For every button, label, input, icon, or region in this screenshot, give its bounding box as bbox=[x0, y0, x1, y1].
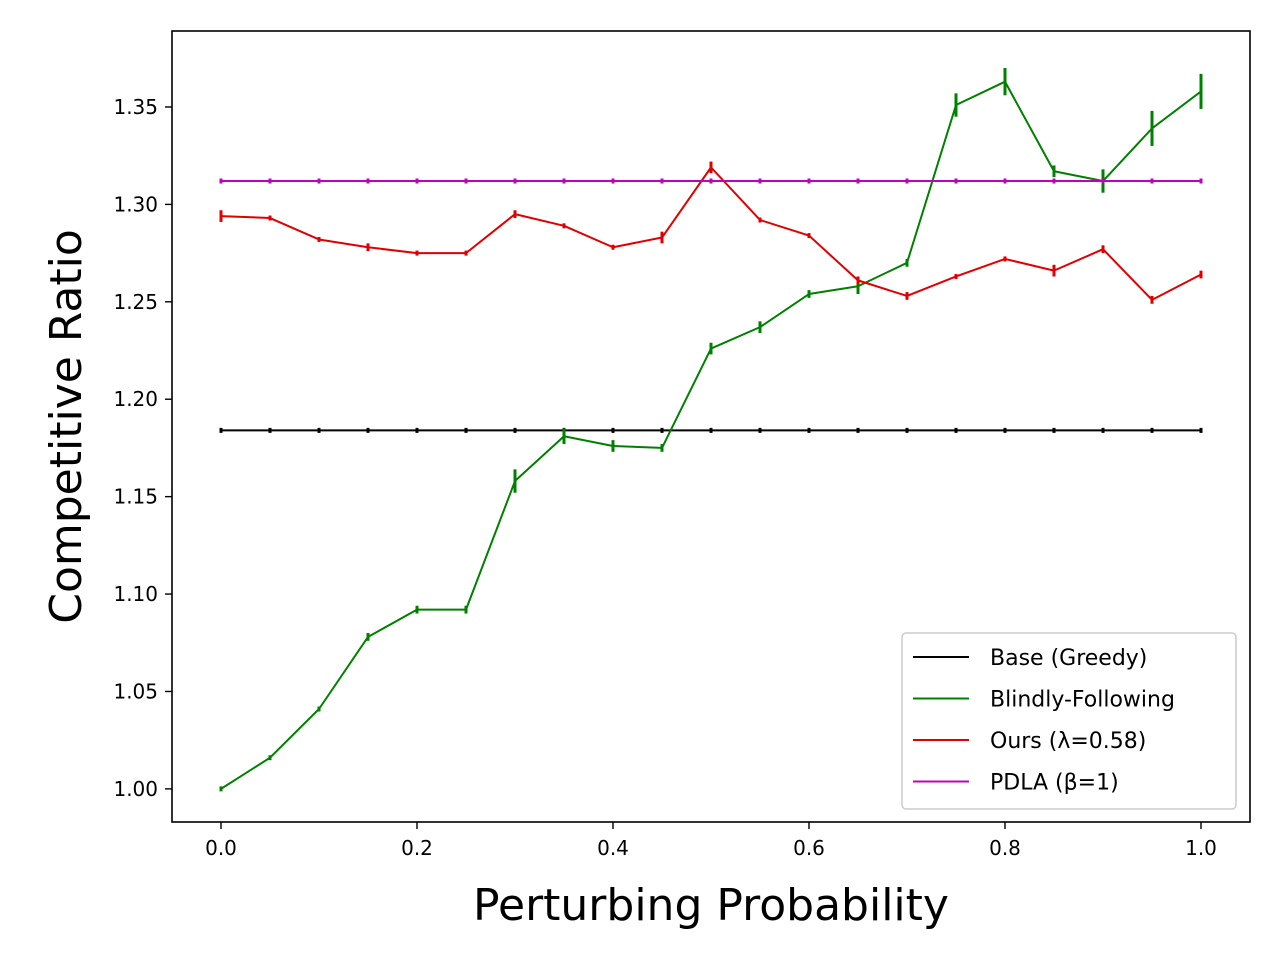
legend-label: Ours (λ=0.58) bbox=[990, 729, 1146, 754]
x-tick-label: 0.6 bbox=[793, 836, 825, 860]
legend-box bbox=[901, 632, 1237, 810]
series-1 bbox=[219, 68, 1203, 792]
x-tick-label: 0.8 bbox=[989, 836, 1021, 860]
y-tick-label: 1.10 bbox=[113, 582, 158, 606]
y-tick-label: 1.05 bbox=[113, 679, 158, 703]
series-line bbox=[220, 166, 1202, 301]
x-tick-label: 0.4 bbox=[597, 836, 629, 860]
y-tick-label: 1.30 bbox=[113, 192, 158, 216]
x-tick-label: 1.0 bbox=[1185, 836, 1217, 860]
legend-label: Base (Greedy) bbox=[990, 646, 1147, 671]
series-0 bbox=[219, 427, 1203, 433]
legend-label: Blindly-Following bbox=[990, 688, 1175, 713]
series-3 bbox=[219, 178, 1203, 184]
x-axis-title: Perturbing Probability bbox=[473, 880, 949, 931]
x-tick-label: 0.2 bbox=[401, 836, 433, 860]
y-axis-title: Competitive Ratio bbox=[41, 229, 92, 624]
x-tick-label: 0.0 bbox=[205, 836, 237, 860]
y-axis: 1.00 1.05 1.10 1.15 1.20 1.25 1.30 1.35 bbox=[113, 95, 172, 801]
legend-label: PDLA (β=1) bbox=[990, 771, 1119, 796]
x-axis: 0.0 0.2 0.4 0.6 0.8 1.0 bbox=[205, 822, 1217, 860]
y-tick-label: 1.20 bbox=[113, 387, 158, 411]
series-layer bbox=[219, 68, 1203, 792]
series-2 bbox=[219, 161, 1203, 304]
y-tick-label: 1.25 bbox=[113, 290, 158, 314]
axes-frame bbox=[171, 30, 1251, 823]
y-tick-label: 1.15 bbox=[113, 485, 158, 509]
y-tick-label: 1.00 bbox=[113, 777, 158, 801]
y-tick-label: 1.35 bbox=[113, 95, 158, 119]
legend: Base (Greedy) Blindly-Following Ours (λ=0.… bbox=[901, 632, 1237, 810]
